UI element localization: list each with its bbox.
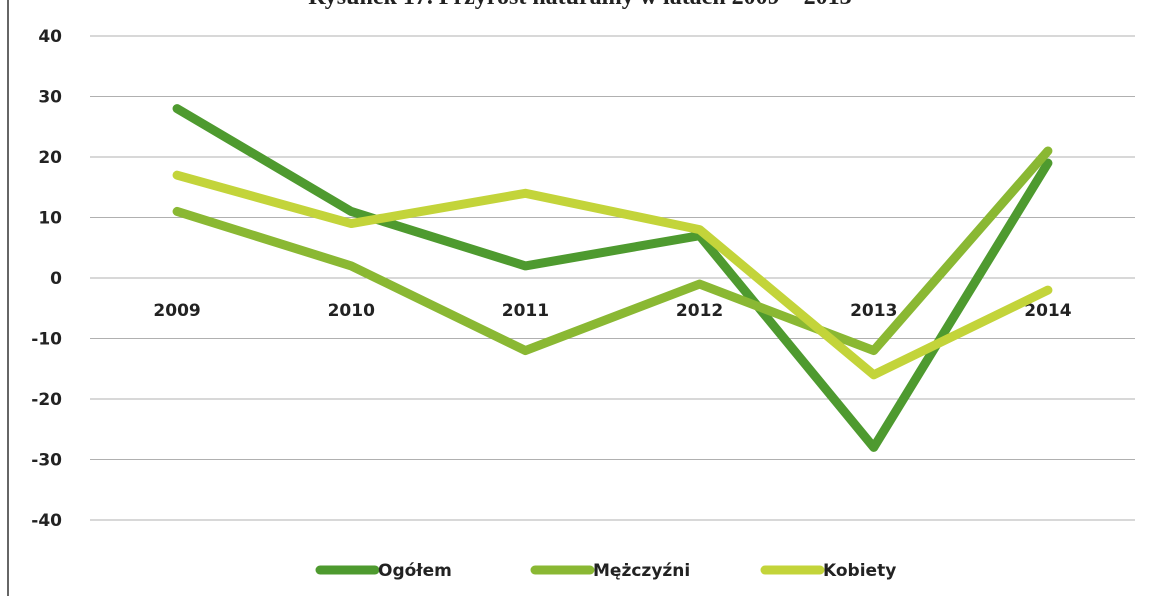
series-line — [172, 170, 1053, 380]
series-line — [172, 146, 1053, 356]
y-tick-label: 20 — [38, 148, 62, 168]
x-tick-label: 2010 — [328, 301, 375, 321]
x-tick-label: 2013 — [850, 301, 897, 321]
y-tick-label: 40 — [38, 27, 62, 47]
y-tick-label: 0 — [50, 269, 62, 289]
legend-label: Ogółem — [378, 561, 452, 581]
x-tick-label: 2009 — [153, 301, 200, 321]
x-tick-label: 2014 — [1024, 301, 1071, 321]
series-line — [172, 104, 1053, 452]
y-tick-label: -30 — [31, 451, 62, 471]
y-tick-label: -20 — [31, 390, 62, 410]
chart-border — [7, 0, 9, 596]
legend-label: Kobiety — [823, 561, 896, 581]
y-tick-label: 10 — [38, 209, 62, 229]
chart-title: Rysunek 17. Przyrost naturalny w latach … — [308, 0, 851, 10]
x-tick-label: 2011 — [502, 301, 549, 321]
x-tick-label: 2012 — [676, 301, 723, 321]
y-tick-label: 30 — [38, 88, 62, 108]
y-tick-label: -10 — [31, 330, 62, 350]
y-tick-label: -40 — [31, 511, 62, 531]
legend-label: Mężczyźni — [593, 561, 690, 581]
